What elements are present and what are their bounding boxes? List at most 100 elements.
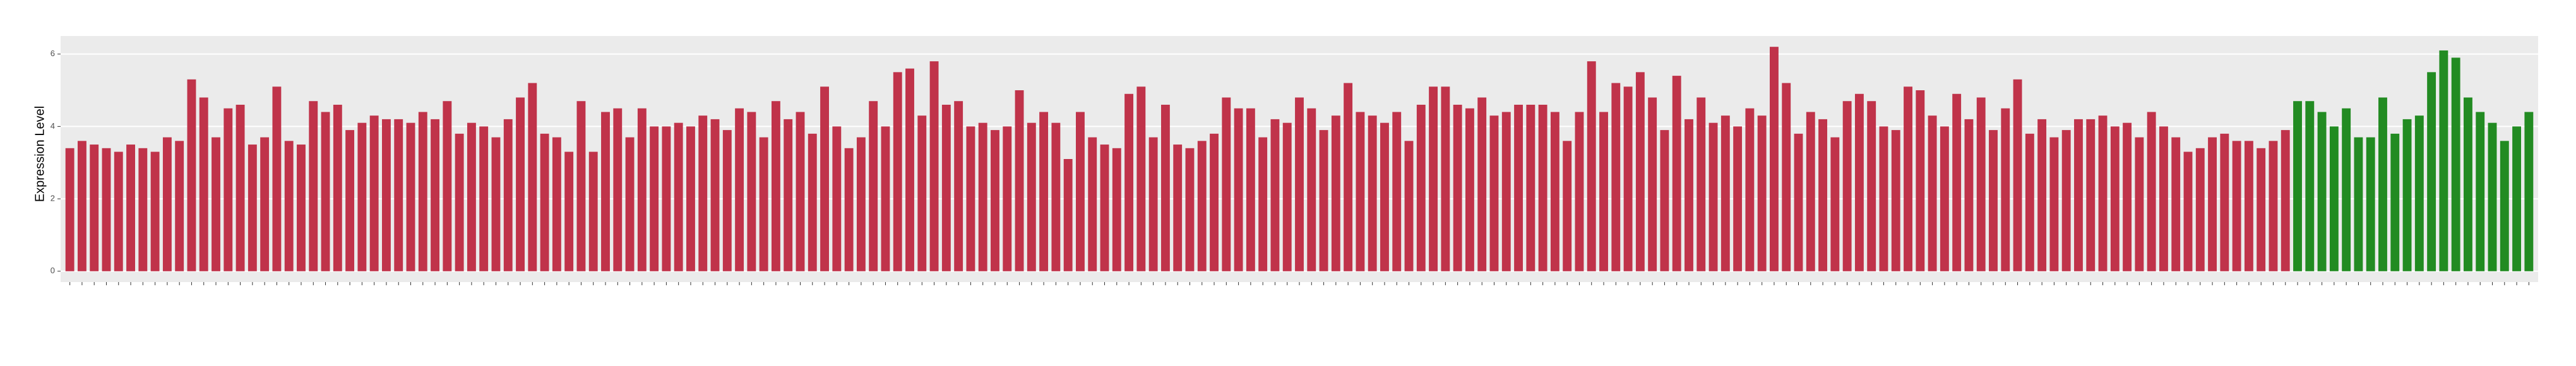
- bar: [333, 104, 342, 271]
- bar: [2281, 130, 2290, 271]
- bar: [2390, 133, 2400, 271]
- bar: [637, 108, 647, 271]
- bar: [722, 130, 732, 271]
- bar: [1867, 101, 1876, 271]
- bar: [2366, 137, 2375, 271]
- bar: [455, 133, 464, 271]
- bar: [2183, 151, 2193, 271]
- bar: [2305, 101, 2315, 271]
- bar: [1015, 90, 1024, 271]
- bar: [698, 115, 708, 271]
- bar: [1818, 119, 1828, 271]
- bar: [1270, 119, 1280, 271]
- bar: [564, 151, 574, 271]
- bar: [2001, 108, 2010, 271]
- bar: [2098, 115, 2108, 271]
- bar: [869, 101, 878, 271]
- bar: [2414, 115, 2424, 271]
- bar: [1380, 122, 1389, 271]
- bar: [2171, 137, 2181, 271]
- bar: [297, 145, 306, 271]
- bar: [2512, 126, 2522, 271]
- bar: [1514, 104, 1523, 271]
- bar: [941, 104, 951, 271]
- bar: [2427, 72, 2436, 271]
- bar: [2195, 148, 2205, 271]
- bar: [905, 68, 914, 271]
- bar: [2244, 141, 2253, 271]
- bar: [686, 126, 695, 271]
- bar: [552, 137, 561, 271]
- bar: [771, 101, 780, 271]
- bar: [1416, 104, 1426, 271]
- bar: [443, 101, 452, 271]
- bar: [394, 119, 403, 271]
- bar: [759, 137, 768, 271]
- bar: [2451, 57, 2460, 271]
- bar: [528, 83, 537, 271]
- bar: [2354, 137, 2363, 271]
- bar: [978, 122, 987, 271]
- bar: [540, 133, 549, 271]
- bar: [1976, 97, 1986, 271]
- bar: [1453, 104, 1462, 271]
- bar: [321, 112, 330, 271]
- bar: [1210, 133, 1219, 271]
- bar: [1404, 141, 1414, 271]
- bar: [491, 137, 501, 271]
- bar: [1685, 119, 1693, 271]
- bar: [650, 126, 659, 271]
- bar: [1599, 112, 1608, 271]
- bar: [784, 119, 793, 271]
- bar: [1441, 86, 1450, 271]
- bar: [966, 126, 975, 271]
- bar: [114, 151, 123, 271]
- y-tick-label: 0: [51, 266, 55, 275]
- bar: [1368, 115, 1377, 271]
- bar: [1160, 104, 1170, 271]
- bar: [917, 115, 927, 271]
- bar: [929, 61, 939, 271]
- bar: [357, 122, 367, 271]
- bar: [1307, 108, 1316, 271]
- bar: [2524, 112, 2534, 271]
- bar: [588, 151, 598, 271]
- bar: [1173, 145, 1183, 271]
- y-tick-label: 4: [51, 121, 55, 131]
- bar: [1392, 112, 1402, 271]
- bar: [2061, 130, 2071, 271]
- bar: [2464, 97, 2472, 271]
- bar: [1891, 130, 1900, 271]
- bar: [1100, 145, 1109, 271]
- bar: [1344, 83, 1353, 271]
- bar: [1648, 97, 1657, 271]
- bar: [625, 137, 635, 271]
- bar: [2342, 108, 2351, 271]
- bar: [796, 112, 805, 271]
- bar: [1246, 108, 1255, 271]
- bar: [674, 122, 683, 271]
- bar: [284, 141, 294, 271]
- bar: [2013, 79, 2022, 271]
- bar: [1234, 108, 1243, 271]
- bar: [467, 122, 476, 271]
- bar: [162, 137, 172, 271]
- bar: [479, 126, 489, 271]
- bar: [1477, 97, 1487, 271]
- bar: [808, 133, 817, 271]
- bar: [954, 101, 963, 271]
- bar: [2159, 126, 2168, 271]
- bar: [2329, 126, 2339, 271]
- bar: [1757, 115, 1767, 271]
- bar: [1039, 112, 1049, 271]
- bar: [1076, 112, 1085, 271]
- bar: [272, 86, 282, 271]
- bar: [2378, 97, 2387, 271]
- bar: [576, 101, 586, 271]
- bar: [991, 130, 999, 271]
- bar: [212, 137, 220, 271]
- bar: [1660, 130, 1669, 271]
- bar: [138, 148, 148, 271]
- bar: [662, 126, 671, 271]
- bar: [1136, 86, 1146, 271]
